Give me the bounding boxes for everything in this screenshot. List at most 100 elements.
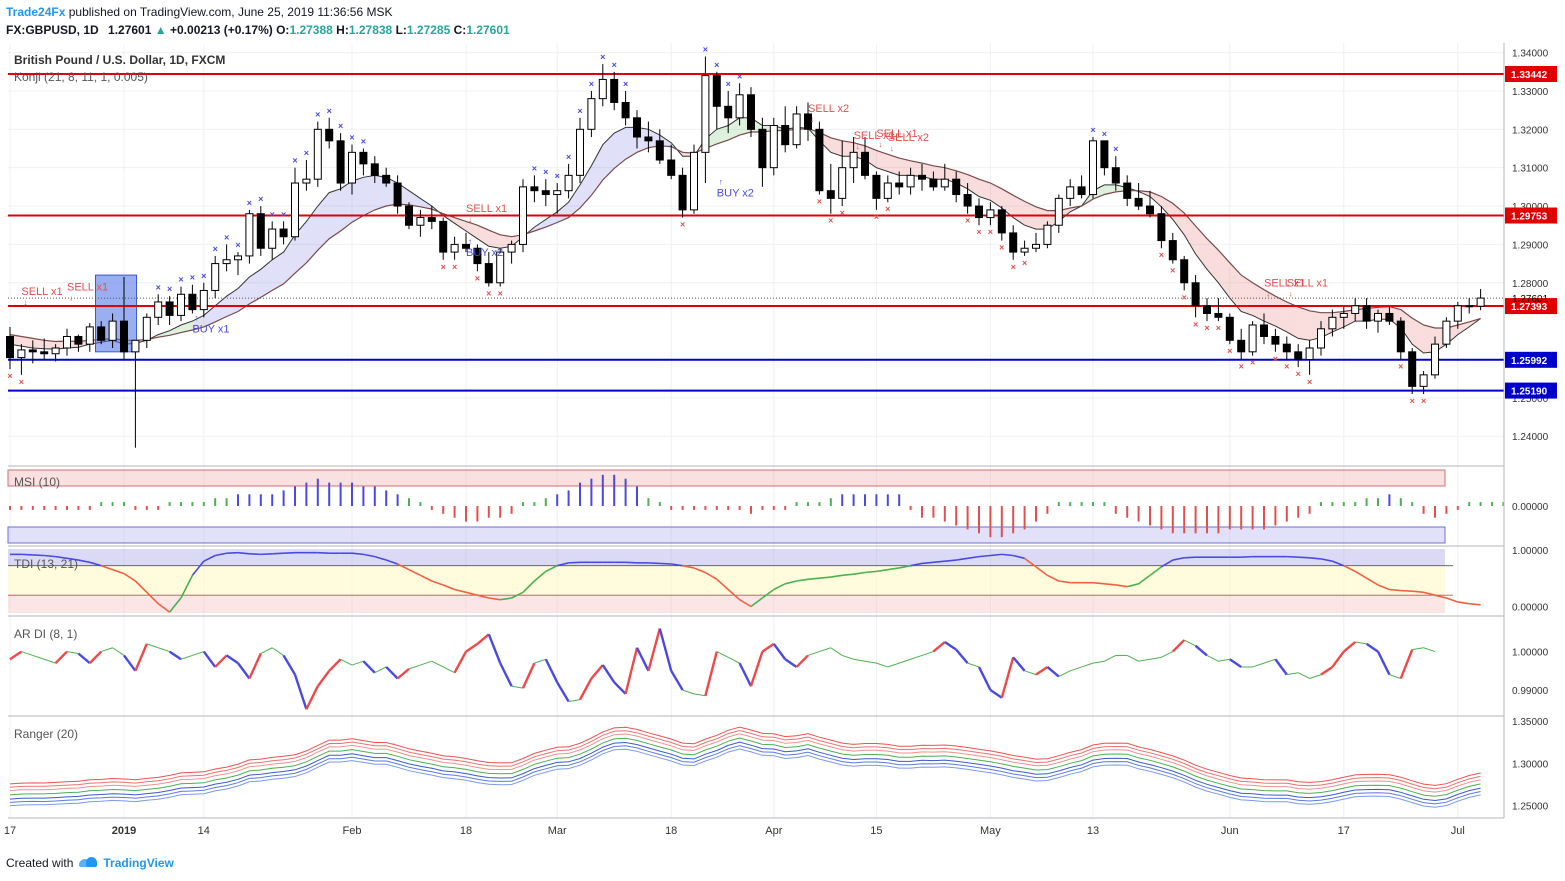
tdi-line-segment bbox=[568, 561, 581, 564]
ardi-line-segment bbox=[784, 658, 798, 668]
tdi-line-segment bbox=[967, 555, 980, 560]
ardi-line-segment bbox=[112, 647, 125, 656]
sell-cross-marker: × bbox=[1216, 323, 1221, 333]
tdi-line-segment bbox=[78, 559, 90, 564]
tdi-line-segment bbox=[978, 554, 991, 558]
tdi-line-segment bbox=[864, 570, 877, 574]
tdi-line-segment bbox=[1172, 556, 1185, 561]
ardi-line-segment bbox=[704, 651, 718, 697]
candle-body bbox=[929, 178, 938, 188]
buy-cross-marker: × bbox=[1090, 125, 1095, 135]
y-tick-label: 1.24000 bbox=[1512, 432, 1549, 443]
buy-cross-marker: × bbox=[532, 163, 537, 173]
ardi-line-segment bbox=[168, 650, 182, 661]
konji-cloud-segment bbox=[1252, 282, 1264, 322]
candle-body bbox=[519, 186, 527, 245]
buy-cross-marker: × bbox=[1113, 144, 1118, 154]
ranger-band-line bbox=[9, 737, 1481, 797]
x-tick-label: Apr bbox=[765, 825, 782, 837]
ardi-line-segment bbox=[77, 652, 91, 665]
candle-body bbox=[1191, 282, 1200, 307]
tdi-line-segment bbox=[853, 571, 866, 575]
ardi-line-segment bbox=[420, 660, 432, 666]
ardi-line-segment bbox=[1035, 665, 1049, 676]
candle-body bbox=[234, 255, 242, 261]
ardi-line-segment bbox=[1399, 649, 1414, 679]
buy-signal-label: BUY x1 bbox=[192, 324, 229, 336]
konji-cloud-segment bbox=[899, 158, 911, 176]
buy-cross-marker: × bbox=[156, 282, 161, 292]
sell-cross-marker: × bbox=[840, 208, 845, 218]
ardi-pane[interactable]: AR DI (8, 1) bbox=[9, 627, 1436, 710]
tdi-line-segment bbox=[134, 580, 148, 593]
publisher-name[interactable]: Trade24Fx bbox=[6, 5, 66, 19]
grid bbox=[8, 43, 1504, 818]
ardi-line-segment bbox=[1194, 644, 1208, 657]
x-tick-label: Jul bbox=[1451, 825, 1465, 837]
sell-cross-marker: × bbox=[1273, 354, 1278, 364]
tdi-line-segment bbox=[1149, 566, 1162, 576]
ardi-line-segment bbox=[1274, 658, 1288, 676]
tdi-line-segment bbox=[1412, 590, 1424, 594]
candle-body bbox=[712, 75, 721, 107]
buy-cross-marker: × bbox=[555, 171, 560, 181]
ardi-line-segment bbox=[830, 647, 843, 656]
candle-body bbox=[359, 151, 368, 165]
konji-cloud-segment bbox=[1286, 301, 1299, 339]
ardi-line-segment bbox=[1058, 670, 1071, 678]
tdi-pane[interactable]: TDI (13, 21) bbox=[8, 549, 1481, 613]
tdi-line-segment bbox=[397, 563, 410, 571]
candle-body bbox=[496, 251, 505, 284]
candle-body bbox=[1476, 297, 1485, 307]
ardi-line-segment bbox=[534, 658, 546, 664]
ardi-line-segment bbox=[88, 650, 103, 664]
candle-body bbox=[256, 213, 265, 249]
candle-body bbox=[895, 182, 904, 188]
ranger-pane[interactable]: Ranger (20) bbox=[9, 726, 1481, 808]
tdi-line-segment bbox=[659, 562, 672, 565]
konji-indicator-label: Konji (21, 8, 11, 1, 0.005) bbox=[14, 70, 148, 84]
tdi-line-segment bbox=[123, 572, 136, 582]
tdi-line-segment bbox=[1446, 597, 1459, 603]
open-label: O: bbox=[276, 23, 290, 37]
candle-body bbox=[598, 78, 607, 100]
msi-pane[interactable]: MSI (10) bbox=[7, 469, 1505, 544]
ardi-line-segment bbox=[887, 662, 900, 668]
close-label: C: bbox=[453, 23, 467, 37]
tdi-line-segment bbox=[944, 559, 957, 562]
konji-cloud-segment bbox=[865, 145, 877, 168]
candle-body bbox=[952, 178, 961, 196]
konji-cloud-segment bbox=[602, 133, 615, 180]
sell-signal-label: SELL x2 bbox=[888, 132, 929, 144]
tdi-line-segment bbox=[899, 564, 911, 569]
ardi-line-segment bbox=[214, 654, 228, 668]
tdi-label: TDI (13, 21) bbox=[14, 557, 78, 571]
candle-body bbox=[313, 128, 322, 180]
candle-body bbox=[1123, 182, 1132, 199]
candle-body bbox=[1453, 305, 1462, 322]
tdi-line-segment bbox=[773, 583, 786, 591]
sell-cross-marker: × bbox=[7, 371, 12, 381]
ardi-y-tick: 0.99000 bbox=[1512, 686, 1549, 697]
sell-cross-marker: × bbox=[441, 262, 446, 272]
ardi-line-segment bbox=[1012, 656, 1026, 672]
candle-body bbox=[325, 128, 334, 142]
panes bbox=[8, 465, 1504, 717]
tdi-line-segment bbox=[32, 554, 45, 557]
ardi-line-segment bbox=[955, 648, 969, 664]
tdi-line-segment bbox=[1298, 556, 1310, 559]
tradingview-link[interactable]: TradingView bbox=[103, 856, 174, 870]
tdi-line-segment bbox=[431, 580, 444, 586]
konji-cloud-segment bbox=[249, 269, 261, 304]
tdi-line-segment bbox=[168, 597, 182, 613]
created-with-label: Created with bbox=[6, 856, 74, 870]
ardi-line-segment bbox=[374, 666, 387, 674]
msi-lower-band bbox=[7, 526, 1446, 544]
konji-cloud-segment bbox=[317, 192, 330, 251]
candle-body bbox=[1305, 347, 1314, 360]
candle-body bbox=[975, 205, 983, 219]
price-pane[interactable]: × × × × × × × × × × × × × × × × × × × × × × × × × × × × × × × × × × × × × × × ×… bbox=[6, 44, 1505, 448]
candle-body bbox=[222, 259, 231, 265]
candle-body bbox=[747, 94, 755, 130]
